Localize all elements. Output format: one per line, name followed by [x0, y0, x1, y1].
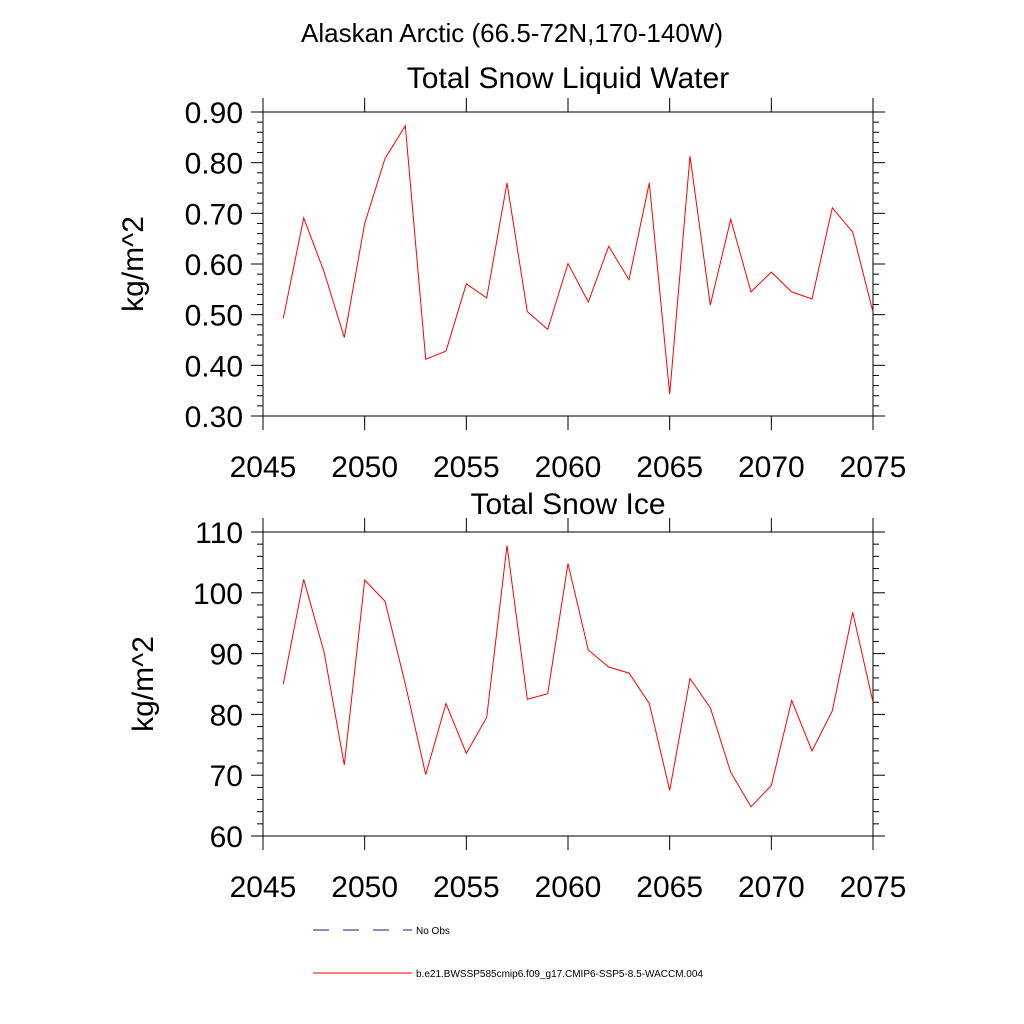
y-tick-label: 0.60 [185, 249, 243, 282]
x-tick-label: 2065 [636, 871, 703, 904]
x-tick-label: 2075 [840, 871, 907, 904]
legend-series-label: b.e21.BWSSP585cmip6.f09_g17.CMIP6-SSP5-8… [416, 969, 703, 980]
y-tick-label: 0.80 [185, 148, 243, 181]
legend-no-obs-label: No Obs [416, 926, 450, 937]
series-line [282, 545, 874, 808]
y-tick-label: 0.30 [185, 401, 243, 434]
y-tick-label: 90 [210, 639, 243, 672]
x-tick-label: 2055 [433, 451, 500, 484]
y-tick-label: 0.90 [185, 97, 243, 130]
x-tick-label: 2050 [331, 451, 398, 484]
y-tick-label: 100 [193, 578, 243, 611]
y-tick-label: 60 [210, 821, 243, 854]
x-tick-label: 2045 [230, 451, 297, 484]
panel-1-title: Total Snow Liquid Water [407, 62, 729, 95]
y-tick-label: 0.50 [185, 300, 243, 333]
panel-snow-ice: 2045 2050 2055 2060 2065 2070 2075 60 70 80 90 100 1… [127, 517, 906, 904]
x-tick-label: 2065 [636, 451, 703, 484]
x-tick-label: 2070 [738, 451, 805, 484]
panel-snow-liquid-water: 2045 2050 2055 2060 2065 2070 2075 0.30 0.40 0.50… [117, 97, 906, 484]
y-tick-label: 80 [210, 699, 243, 732]
y-tick-label: 110 [195, 517, 243, 550]
y-axis-label: kg/m^2 [117, 216, 150, 312]
y-tick-label: 70 [210, 760, 243, 793]
x-tick-label: 2060 [535, 451, 602, 484]
series-line [282, 124, 874, 395]
plot-frame [262, 531, 874, 837]
figure-title: Alaskan Arctic (66.5-72N,170-140W) [301, 18, 723, 48]
x-tick-label: 2055 [433, 871, 500, 904]
x-tick-label: 2060 [535, 871, 602, 904]
x-tick-label: 2070 [738, 871, 805, 904]
x-tick-label: 2045 [230, 871, 297, 904]
legend: No Obs b.e21.BWSSP585cmip6.f09_g17.CMIP6… [313, 926, 703, 980]
x-tick-label: 2075 [840, 451, 907, 484]
panel-2-title: Total Snow Ice [470, 488, 665, 521]
y-axis-label: kg/m^2 [127, 636, 160, 732]
y-tick-label: 0.40 [185, 350, 243, 383]
x-tick-label: 2050 [331, 871, 398, 904]
y-tick-label: 0.70 [185, 198, 243, 231]
